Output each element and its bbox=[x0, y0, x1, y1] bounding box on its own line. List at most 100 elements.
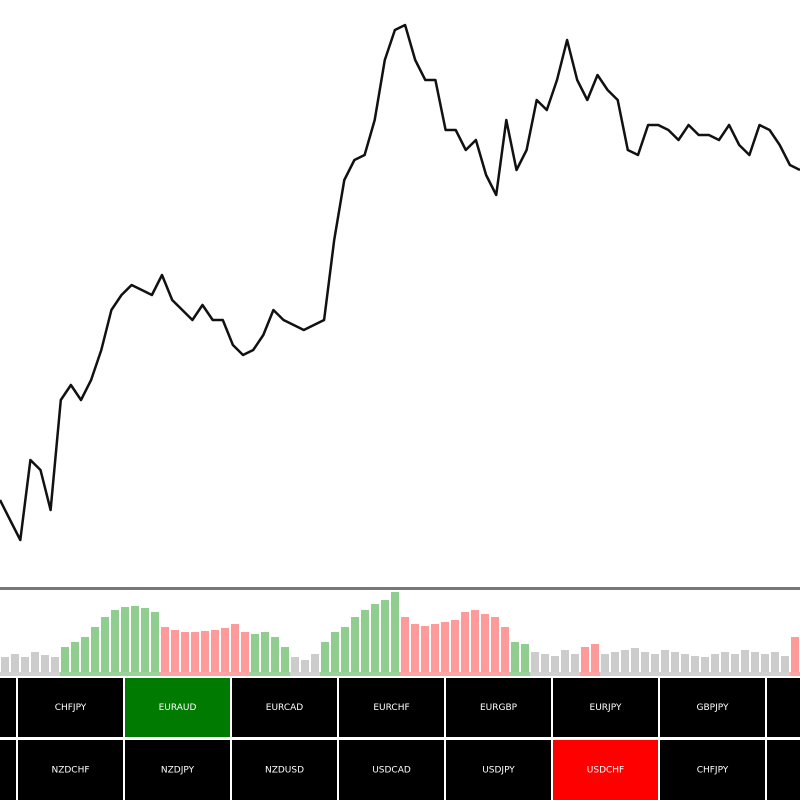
pair-button[interactable] bbox=[553, 740, 658, 800]
histogram-base bbox=[740, 672, 750, 676]
histogram-bar bbox=[281, 647, 289, 672]
histogram-bar bbox=[231, 624, 239, 672]
histogram-base bbox=[480, 672, 490, 676]
histogram-base bbox=[170, 672, 180, 676]
histogram-bar bbox=[601, 654, 609, 672]
histogram-base bbox=[260, 672, 270, 676]
histogram-bar bbox=[561, 650, 569, 672]
pair-button[interactable] bbox=[339, 678, 444, 737]
histogram-bar bbox=[621, 650, 629, 672]
histogram-base bbox=[220, 672, 230, 676]
histogram-base bbox=[250, 672, 260, 676]
histogram-bar bbox=[331, 632, 339, 672]
histogram-bar bbox=[291, 657, 299, 672]
histogram-base bbox=[590, 672, 600, 676]
histogram-bar bbox=[201, 631, 209, 672]
histogram-base bbox=[530, 672, 540, 676]
histogram-bar bbox=[241, 632, 249, 672]
histogram-base bbox=[390, 672, 400, 676]
histogram-bar bbox=[141, 608, 149, 672]
histogram-bar bbox=[641, 652, 649, 672]
pair-button[interactable] bbox=[125, 740, 230, 800]
pair-button[interactable] bbox=[446, 740, 551, 800]
histogram-bar bbox=[541, 654, 549, 672]
cell-partial bbox=[0, 678, 16, 737]
histogram-base bbox=[230, 672, 240, 676]
histogram-bar bbox=[571, 654, 579, 672]
histogram-bar bbox=[361, 610, 369, 672]
histogram-bar bbox=[211, 630, 219, 672]
histogram-bar bbox=[221, 628, 229, 672]
histogram-bar bbox=[731, 654, 739, 672]
histogram-bar bbox=[421, 626, 429, 672]
histogram-bar bbox=[51, 657, 59, 672]
histogram-base bbox=[400, 672, 410, 676]
histogram-bar bbox=[741, 650, 749, 672]
histogram-base bbox=[100, 672, 110, 676]
histogram-bar bbox=[101, 617, 109, 672]
histogram-bar bbox=[321, 642, 329, 672]
cell-partial bbox=[767, 740, 800, 800]
pair-button[interactable] bbox=[18, 740, 123, 800]
pair-button[interactable] bbox=[660, 678, 765, 737]
histogram-base bbox=[580, 672, 590, 676]
histogram-bar bbox=[781, 656, 789, 672]
histogram-bar bbox=[771, 652, 779, 672]
histogram-bar bbox=[131, 606, 139, 672]
histogram-base bbox=[0, 672, 10, 676]
histogram-base bbox=[620, 672, 630, 676]
histogram-base bbox=[670, 672, 680, 676]
histogram-base bbox=[300, 672, 310, 676]
histogram-bar bbox=[31, 652, 39, 672]
histogram-base bbox=[760, 672, 770, 676]
histogram-base bbox=[110, 672, 120, 676]
pair-label: CHFJPY bbox=[697, 766, 729, 776]
histogram-base bbox=[150, 672, 160, 676]
histogram-bar bbox=[631, 648, 639, 672]
histogram-bar bbox=[191, 632, 199, 672]
histogram-bar bbox=[501, 627, 509, 672]
pair-button[interactable] bbox=[660, 740, 765, 800]
histogram-base bbox=[20, 672, 30, 676]
histogram-base bbox=[290, 672, 300, 676]
histogram-bar bbox=[491, 617, 499, 672]
pair-button[interactable] bbox=[339, 740, 444, 800]
cell-partial bbox=[767, 678, 800, 737]
histogram-bar bbox=[381, 600, 389, 672]
histogram-base bbox=[610, 672, 620, 676]
pair-button[interactable] bbox=[232, 740, 337, 800]
pair-button[interactable] bbox=[18, 678, 123, 737]
pair-label: GBPJPY bbox=[697, 703, 729, 713]
histogram-bar bbox=[21, 657, 29, 672]
histogram-bar bbox=[251, 634, 259, 672]
histogram-base bbox=[50, 672, 60, 676]
histogram-bar bbox=[481, 614, 489, 672]
histogram-base bbox=[270, 672, 280, 676]
histogram-bar bbox=[171, 630, 179, 672]
pair-label: EURJPY bbox=[590, 703, 622, 713]
histogram-base bbox=[380, 672, 390, 676]
histogram-base bbox=[450, 672, 460, 676]
histogram-base bbox=[160, 672, 170, 676]
histogram-bar bbox=[121, 607, 129, 672]
histogram-base bbox=[350, 672, 360, 676]
histogram-base bbox=[690, 672, 700, 676]
histogram-base bbox=[540, 672, 550, 676]
pair-button[interactable] bbox=[446, 678, 551, 737]
pair-label: EURCHF bbox=[373, 703, 409, 713]
pair-button[interactable] bbox=[553, 678, 658, 737]
histogram-base bbox=[720, 672, 730, 676]
histogram-bar bbox=[41, 655, 49, 672]
pair-button[interactable] bbox=[125, 678, 230, 737]
histogram-base bbox=[360, 672, 370, 676]
histogram-base bbox=[500, 672, 510, 676]
pair-button[interactable] bbox=[232, 678, 337, 737]
histogram-bar bbox=[681, 654, 689, 672]
histogram-base bbox=[790, 672, 800, 676]
histogram-base bbox=[710, 672, 720, 676]
histogram-bar bbox=[761, 654, 769, 672]
histogram-base bbox=[640, 672, 650, 676]
histogram-bar bbox=[61, 647, 69, 672]
histogram-bar bbox=[1, 657, 9, 672]
histogram-base bbox=[550, 672, 560, 676]
